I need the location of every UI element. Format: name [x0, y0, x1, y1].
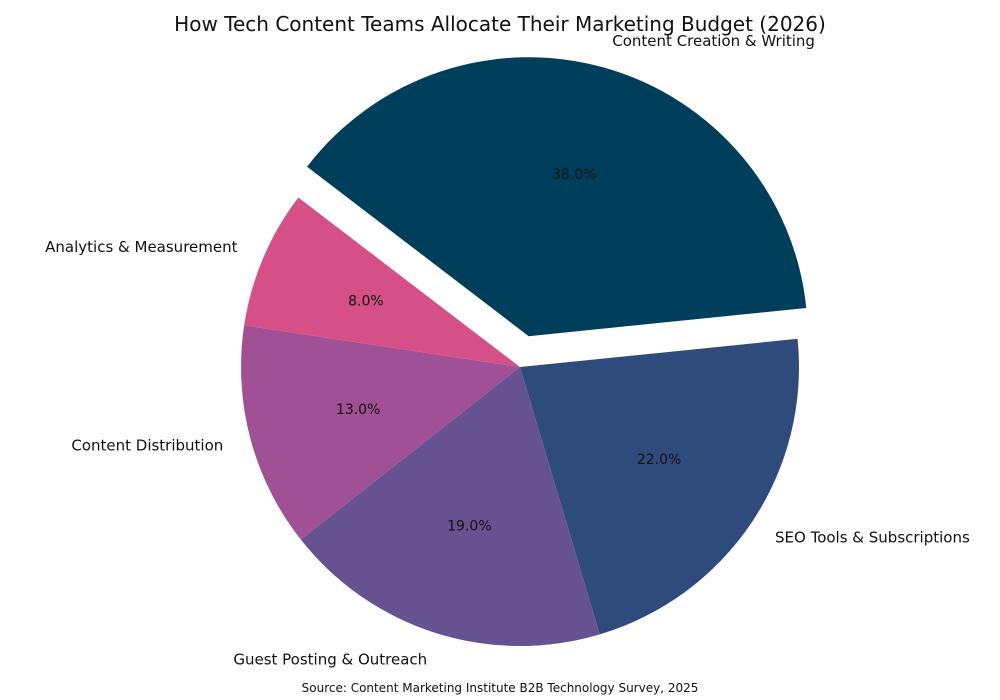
pie-slice-seo-tools-and-subscriptions	[520, 338, 799, 635]
pie-slice-analytics-and-measurement	[244, 197, 520, 367]
chart-title: How Tech Content Teams Allocate Their Ma…	[174, 12, 826, 36]
percent-label-guest-posting-and-outreach: 19.0%	[447, 519, 491, 535]
category-label-content-distribution: Content Distribution	[71, 436, 223, 454]
percent-label-seo-tools-and-subscriptions: 22.0%	[637, 452, 681, 468]
pie-slice-content-creation-and-writing	[307, 57, 807, 337]
percent-label-content-creation-and-writing: 38.0%	[552, 167, 596, 183]
pie-slice-guest-posting-and-outreach	[300, 367, 600, 646]
percent-labels: 38.0% 22.0% 19.0% 13.0% 8.0%	[336, 167, 681, 534]
category-labels: Content Creation & Writing SEO Tools & Su…	[45, 32, 970, 669]
category-label-content-creation-and-writing: Content Creation & Writing	[612, 32, 815, 50]
percent-label-content-distribution: 13.0%	[336, 402, 380, 418]
percent-label-analytics-and-measurement: 8.0%	[348, 294, 384, 310]
category-label-analytics-and-measurement: Analytics & Measurement	[45, 238, 237, 256]
pie-slice-content-distribution	[241, 325, 520, 540]
pie-slices	[241, 57, 807, 646]
chart-source-note: Source: Content Marketing Institute B2B …	[301, 681, 699, 695]
category-label-seo-tools-and-subscriptions: SEO Tools & Subscriptions	[775, 529, 970, 547]
category-label-guest-posting-and-outreach: Guest Posting & Outreach	[233, 651, 427, 669]
